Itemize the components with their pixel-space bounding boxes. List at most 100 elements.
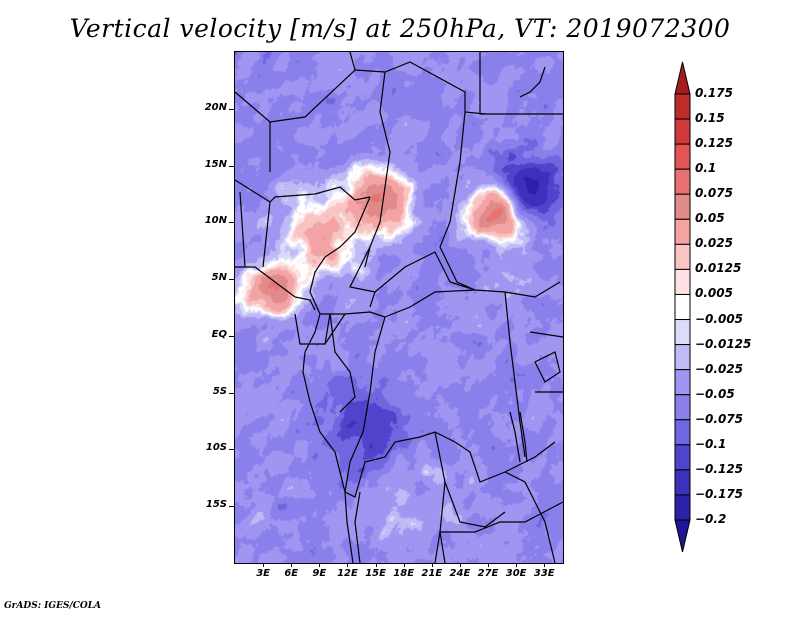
- x-tick-mark: [403, 563, 405, 567]
- y-tick-mark: [229, 279, 235, 281]
- y-tick-mark: [229, 222, 235, 224]
- x-tick-label: 18E: [393, 568, 415, 579]
- colorbar-extend-max: [674, 61, 691, 95]
- border-niger-libya-chad: [354, 61, 486, 115]
- y-tick-label: 5S: [212, 385, 227, 397]
- y-tick-label: 5N: [211, 272, 227, 284]
- y-tick-mark: [229, 108, 235, 110]
- lake-victoria: [534, 351, 561, 383]
- x-tick-label: 30E: [505, 568, 527, 579]
- x-tick-label: 6E: [284, 568, 299, 579]
- x-tick-label: 15E: [365, 568, 386, 579]
- colorbar-level-label: −0.075: [695, 411, 744, 426]
- y-tick-label: 15N: [204, 158, 227, 170]
- colorbar-box: [674, 268, 691, 295]
- border-chad-car: [374, 251, 451, 293]
- y-tick-mark: [229, 392, 235, 394]
- colorbar-level-label: 0.125: [695, 136, 733, 151]
- x-tick-label: 21E: [421, 568, 443, 579]
- colorbar-level-label: 0.025: [695, 236, 733, 251]
- colorbar-box: [674, 394, 691, 421]
- y-tick-label: 10S: [205, 442, 227, 454]
- border-drc-angola: [344, 431, 446, 564]
- colorbar-level-label: −0.175: [695, 486, 744, 501]
- border-drc-east: [504, 291, 526, 458]
- border-chad-sudan: [439, 111, 476, 291]
- colorbar-box: [674, 293, 691, 321]
- colorbar-box: [674, 344, 691, 371]
- y-tick-mark: [229, 506, 235, 508]
- x-tick-mark: [375, 563, 377, 567]
- y-tick-label: EQ: [211, 328, 227, 340]
- border-gabon: [294, 313, 331, 345]
- x-tick-label: 3E: [256, 568, 270, 579]
- border-car-drc: [384, 289, 476, 318]
- y-tick-mark: [229, 165, 235, 167]
- border-nigeria-cameroon: [309, 196, 371, 315]
- colorbar-box: [674, 469, 691, 496]
- border-uganda-kenya: [529, 331, 564, 393]
- x-tick-label: 9E: [312, 568, 327, 579]
- colorbar: [674, 61, 691, 553]
- border-libya-egypt: [479, 52, 563, 115]
- colorbar-level-label: 0.1: [695, 161, 717, 176]
- colorbar-box: [674, 93, 691, 120]
- y-tick-label: 20N: [204, 101, 227, 113]
- colorbar-level-label: 0.175: [695, 86, 733, 100]
- y-tick-label: 10N: [204, 215, 227, 227]
- x-tick-mark: [516, 563, 518, 567]
- x-tick-mark: [319, 563, 321, 567]
- colorbar-level-label: 0.05: [695, 211, 725, 226]
- border-angola-namibia: [354, 491, 361, 564]
- colorbar-box: [674, 118, 691, 145]
- border-benin-nigeria: [262, 201, 271, 268]
- nile-delta: [519, 66, 546, 98]
- border-gabon-congo: [324, 313, 356, 413]
- coast-west-central: [302, 313, 354, 564]
- border-angola-zambia: [444, 481, 506, 528]
- x-tick-mark: [431, 563, 433, 567]
- colorbar-level-label: 0.075: [695, 186, 733, 201]
- colorbar-box: [674, 143, 691, 170]
- border-algeria-niger: [234, 51, 356, 123]
- colorbar-box: [674, 319, 691, 346]
- border-niger-chad: [364, 71, 391, 268]
- x-tick-label: 33E: [533, 568, 555, 579]
- colorbar-box: [674, 218, 691, 245]
- map-plot-area: [234, 51, 564, 564]
- x-tick-label: 12E: [337, 568, 358, 579]
- colorbar-level-label: −0.025: [695, 361, 744, 376]
- border-zambia-south: [434, 501, 564, 564]
- border-cameroon-congo: [320, 311, 386, 318]
- x-tick-mark: [488, 563, 490, 567]
- colorbar-box: [674, 243, 691, 270]
- colorbar-level-label: −0.005: [695, 311, 744, 326]
- border-niger-nigeria: [234, 179, 371, 203]
- colorbar-level-label: −0.2: [695, 512, 727, 526]
- colorbar-level-label: 0.0125: [695, 261, 742, 276]
- border-mozambique: [534, 501, 556, 564]
- border-congo-drc: [344, 316, 386, 493]
- country-borders: [234, 51, 564, 564]
- colorbar-level-label: −0.125: [695, 461, 744, 476]
- x-tick-mark: [263, 563, 265, 567]
- x-tick-mark: [459, 563, 461, 567]
- footer-credit: GrADS: IGES/COLA: [4, 601, 102, 611]
- y-tick-label: 15S: [205, 499, 227, 511]
- colorbar-level-label: 0.15: [695, 111, 725, 126]
- colorbar-level-label: −0.05: [695, 386, 735, 401]
- x-tick-mark: [291, 563, 293, 567]
- y-tick-mark: [229, 335, 235, 337]
- x-tick-label: 24E: [449, 568, 471, 579]
- colorbar-box: [674, 444, 691, 471]
- colorbar-box: [674, 494, 691, 521]
- colorbar-extend-min: [674, 519, 691, 553]
- border-drc-zambia: [434, 431, 536, 503]
- x-tick-mark: [544, 563, 546, 567]
- vertical-velocity-field: [235, 52, 563, 563]
- chart-title: Vertical velocity [m/s] at 250hPa, VT: 2…: [69, 14, 731, 43]
- colorbar-box: [674, 369, 691, 396]
- border-cameroon-chad: [349, 246, 376, 308]
- colorbar-box: [674, 419, 691, 446]
- colorbar-level-label: 0.005: [695, 286, 733, 301]
